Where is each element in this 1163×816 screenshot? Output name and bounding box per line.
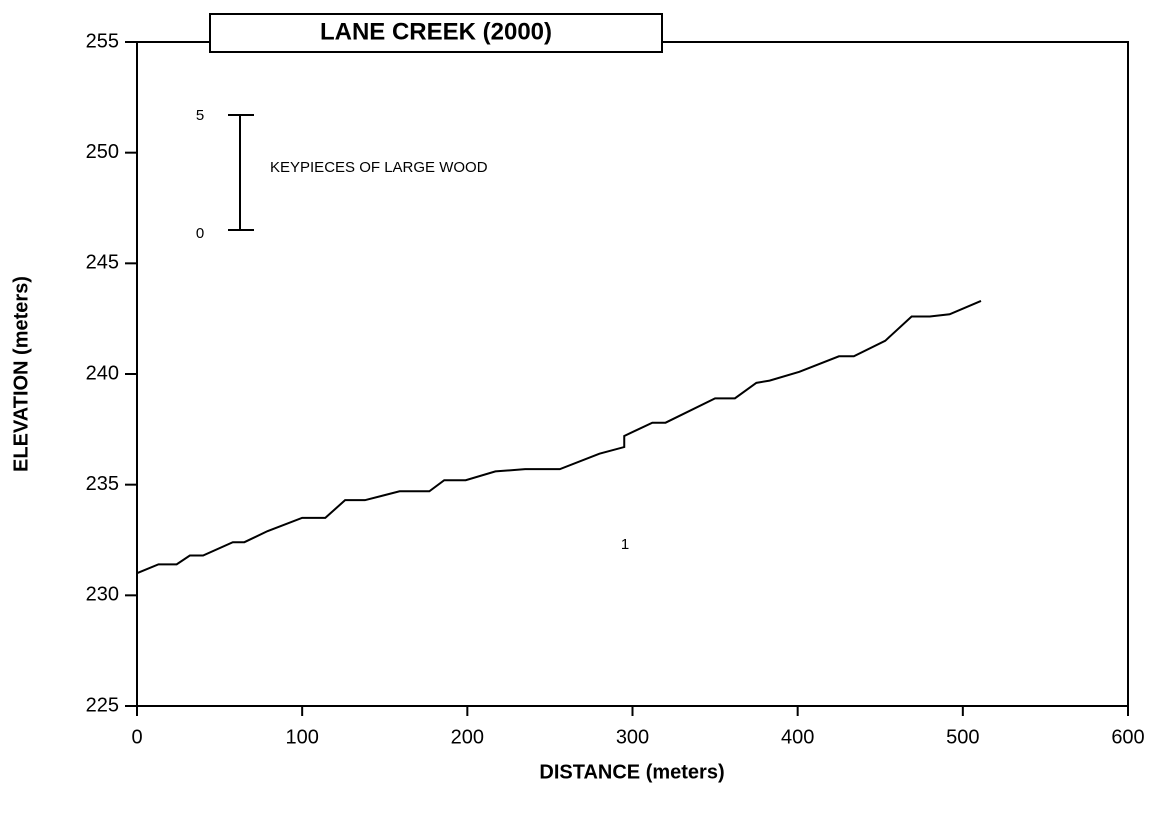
x-tick-label: 0 — [131, 726, 142, 748]
y-tick-label: 255 — [86, 30, 119, 52]
scale-bar-label: KEYPIECES OF LARGE WOOD — [270, 159, 488, 176]
elevation-line — [136, 300, 982, 575]
y-tick-label: 250 — [86, 141, 119, 163]
plot-frame — [136, 41, 1129, 707]
y-tick-label: 240 — [86, 362, 119, 384]
x-tick-label: 600 — [1111, 726, 1144, 748]
x-tick-label: 200 — [451, 726, 484, 748]
x-axis-label: DISTANCE (meters) — [539, 761, 724, 783]
x-tick-label: 100 — [285, 726, 318, 748]
scale-bar-bottom: 0 — [196, 225, 204, 242]
scale-bar-top: 5 — [196, 107, 204, 124]
y-axis-label: ELEVATION (meters) — [10, 276, 32, 472]
annotation: 1 — [621, 536, 629, 553]
y-tick-label: 245 — [86, 252, 119, 274]
title-box — [209, 13, 663, 53]
y-tick-label: 230 — [86, 584, 119, 606]
x-tick-label: 300 — [616, 726, 649, 748]
y-tick-label: 235 — [86, 473, 119, 495]
chart-title: LANE CREEK (2000) — [320, 18, 552, 45]
x-tick-label: 500 — [946, 726, 979, 748]
x-tick-label: 400 — [781, 726, 814, 748]
y-tick-label: 225 — [86, 694, 119, 716]
